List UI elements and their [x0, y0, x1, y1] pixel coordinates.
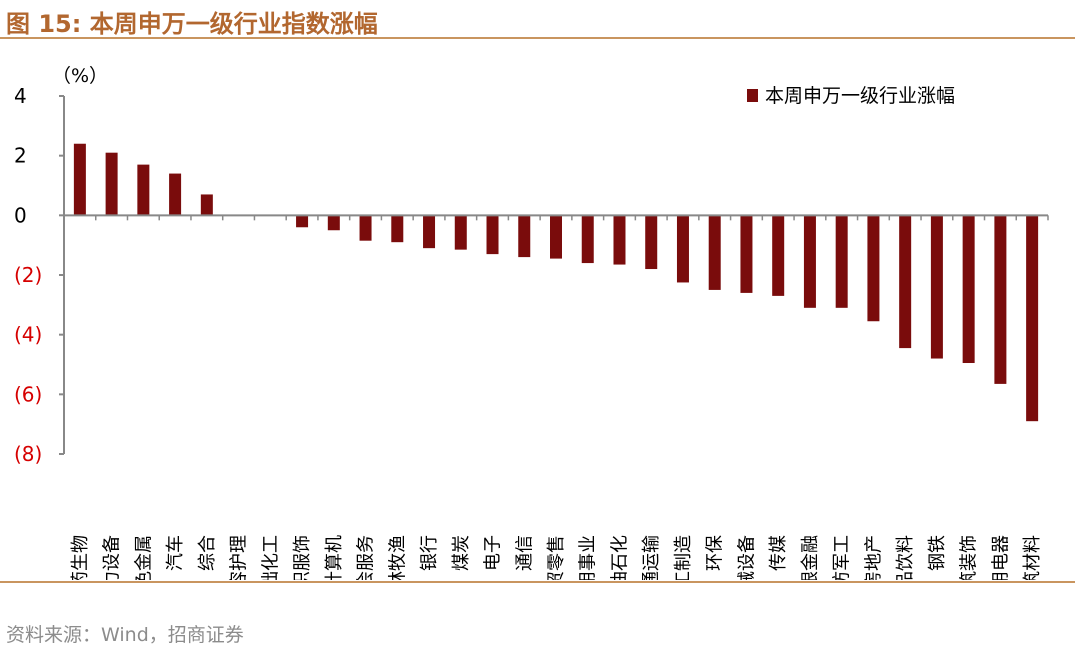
bar	[645, 215, 658, 270]
x-tick-label: 建筑装饰	[959, 535, 980, 580]
y-tick-label: (4)	[14, 323, 42, 347]
y-tick-label: (6)	[14, 382, 42, 406]
bar	[327, 215, 340, 231]
y-axis: 4 2 0 (2) (4) (6) (8) （%）	[14, 65, 108, 466]
source-note: 资料来源：Wind，招商证券	[6, 624, 244, 646]
x-axis	[63, 214, 1049, 221]
x-tick-label: 煤炭	[451, 535, 472, 571]
x-tick-label: 非银金融	[800, 535, 821, 580]
x-tick-label: 社会服务	[356, 535, 377, 580]
bar	[708, 215, 721, 290]
bar	[73, 143, 86, 216]
y-tick-label: 0	[14, 203, 27, 227]
x-tick-label: 机械设备	[736, 535, 757, 580]
bar	[105, 152, 118, 216]
x-tick-label: 轻工制造	[673, 535, 694, 580]
bar	[962, 215, 975, 364]
x-tick-label: 房地产	[863, 535, 884, 580]
x-tick-label: 家用电器	[990, 535, 1011, 580]
bar	[391, 215, 404, 243]
bar	[550, 215, 562, 259]
legend: 本周申万一级行业涨幅	[747, 85, 955, 107]
x-tick-label: 电力设备	[102, 535, 123, 580]
x-tick-label: 电子	[483, 535, 504, 571]
bar	[518, 215, 531, 258]
figure-title: 图 15: 本周申万一级行业指数涨幅	[6, 10, 378, 38]
x-tick-label: 交通运输	[641, 535, 662, 580]
bar	[296, 215, 309, 228]
bar-chart: 4 2 0 (2) (4) (6) (8) （%） 医药生物 电力设备 有色金属 汽车 综合 美容护理基…	[14, 65, 1049, 580]
y-tick-label: (8)	[14, 442, 42, 466]
x-tick-label: 环保	[705, 535, 726, 571]
x-tick-label: 纺织服饰	[292, 535, 313, 580]
bar	[359, 215, 372, 241]
bar	[867, 215, 880, 322]
bar	[423, 215, 436, 249]
bar	[454, 215, 467, 250]
bar	[581, 215, 594, 264]
bar	[137, 164, 150, 216]
bar	[676, 215, 689, 283]
y-tick-label: (2)	[14, 263, 42, 287]
bar	[740, 215, 753, 293]
x-tick-label: 计算机	[324, 535, 345, 580]
bar	[930, 215, 943, 359]
bar	[803, 215, 816, 308]
bottom-divider	[0, 581, 1075, 583]
legend-swatch	[747, 89, 758, 102]
x-tick-label: 商贸零售	[546, 535, 567, 580]
bar	[835, 215, 848, 308]
bar-series	[73, 143, 1039, 422]
x-tick-label: 国防军工	[832, 535, 853, 580]
bar	[899, 215, 912, 349]
y-tick-label: 4	[14, 84, 27, 108]
x-tick-label: 通信	[514, 535, 535, 571]
y-axis-unit-label: （%）	[52, 65, 108, 87]
bar	[486, 215, 499, 255]
bar	[1026, 215, 1039, 422]
x-tick-label: 建筑材料	[1022, 535, 1043, 580]
y-tick-label: 2	[14, 144, 27, 168]
x-tick-label: 美容护理	[229, 535, 250, 580]
bar	[994, 215, 1007, 384]
x-tick-label: 有色金属	[133, 535, 154, 580]
legend-label: 本周申万一级行业涨幅	[765, 85, 955, 107]
x-tick-label: 综合	[197, 535, 218, 571]
bar	[613, 215, 626, 265]
title-divider	[0, 37, 1075, 39]
x-tick-label: 公用事业	[578, 535, 599, 580]
x-tick-label: 基础化工	[260, 535, 281, 580]
x-tick-label: 食品饮料	[895, 535, 916, 580]
bar	[772, 215, 785, 296]
x-tick-label: 农林牧渔	[387, 535, 408, 580]
x-tick-label: 钢铁	[927, 535, 948, 571]
x-tick-label: 石油石化	[609, 535, 630, 580]
x-tick-label: 汽车	[165, 535, 186, 571]
x-tick-label: 医药生物	[70, 535, 91, 580]
x-tick-label: 银行	[419, 535, 440, 571]
bar	[169, 173, 182, 216]
x-tick-labels: 医药生物 电力设备 有色金属 汽车 综合 美容护理 基础化工 纺织服饰 计算机 社会服务 农林牧渔银…	[70, 535, 1043, 580]
bar	[200, 194, 213, 216]
x-tick-label: 传媒	[768, 535, 789, 571]
